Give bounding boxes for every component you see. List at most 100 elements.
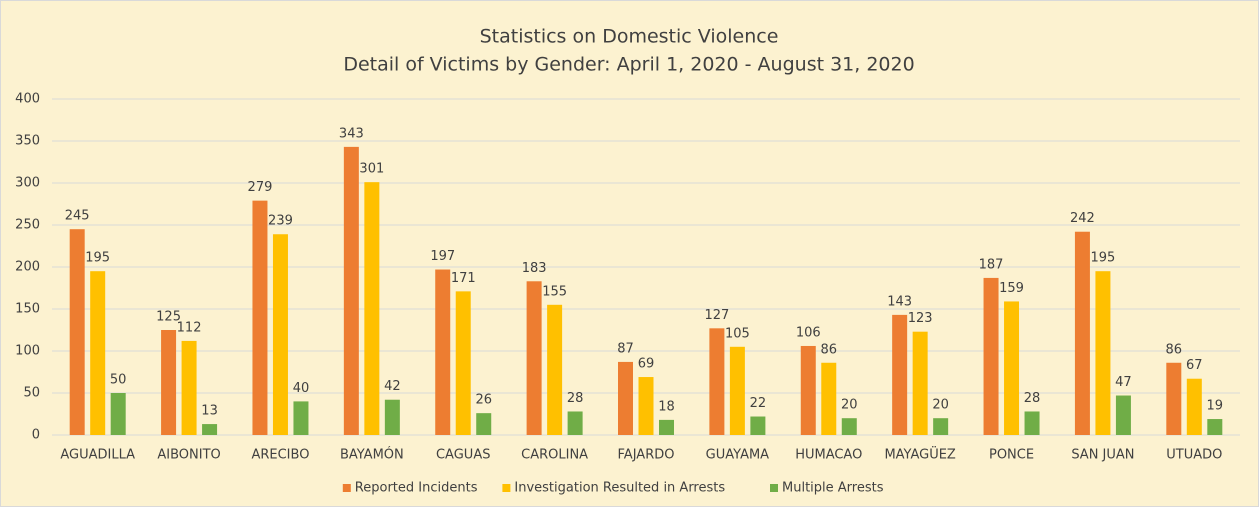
bar xyxy=(69,229,85,435)
bar xyxy=(800,345,816,435)
value-label: 159 xyxy=(999,281,1024,296)
bar xyxy=(202,424,218,435)
x-tick-label: AGUADILLA xyxy=(60,448,135,463)
legend-label: Reported Incidents xyxy=(355,481,478,496)
value-label: 19 xyxy=(1207,399,1224,414)
bar xyxy=(983,277,999,435)
value-label: 69 xyxy=(638,357,655,372)
y-tick-label: 300 xyxy=(15,176,40,191)
legend-label: Multiple Arrests xyxy=(782,481,884,496)
y-tick-label: 200 xyxy=(15,260,40,275)
x-tick-label: ARECIBO xyxy=(251,448,309,463)
value-label: 123 xyxy=(908,311,933,326)
bar xyxy=(821,362,837,435)
value-label: 26 xyxy=(475,393,492,408)
value-label: 279 xyxy=(248,180,273,195)
value-label: 86 xyxy=(1166,342,1183,357)
value-label: 187 xyxy=(979,257,1004,272)
x-tick-label: AIBONITO xyxy=(157,448,220,463)
bar xyxy=(1074,231,1090,435)
bar xyxy=(567,411,583,435)
value-label: 125 xyxy=(156,310,181,325)
bar xyxy=(547,304,563,435)
value-label: 171 xyxy=(451,271,476,286)
bar xyxy=(526,281,542,435)
legend-label: Investigation Resulted in Arrests xyxy=(514,481,725,496)
value-label: 42 xyxy=(384,379,401,394)
value-label: 40 xyxy=(293,381,310,396)
value-label: 105 xyxy=(725,326,750,341)
value-label: 87 xyxy=(617,341,634,356)
value-label: 106 xyxy=(796,325,821,340)
x-tick-label: BAYAMÓN xyxy=(340,447,404,463)
bar xyxy=(1115,395,1131,435)
x-tick-label: CAROLINA xyxy=(521,448,588,463)
value-label: 195 xyxy=(1091,251,1116,266)
value-label: 22 xyxy=(750,396,767,411)
value-label: 47 xyxy=(1115,375,1132,390)
bar xyxy=(364,182,380,435)
value-label: 343 xyxy=(339,126,364,141)
value-label: 18 xyxy=(658,399,675,414)
bar xyxy=(750,416,766,435)
bar xyxy=(729,346,745,435)
value-label: 112 xyxy=(177,320,202,335)
bar xyxy=(1186,378,1202,435)
bar xyxy=(892,314,908,435)
value-label: 245 xyxy=(65,209,90,224)
bar xyxy=(181,340,197,435)
x-tick-label: FAJARDO xyxy=(618,448,675,463)
value-label: 28 xyxy=(567,391,584,406)
value-label: 20 xyxy=(841,398,858,413)
y-tick-label: 0 xyxy=(32,428,40,443)
bar xyxy=(343,146,359,435)
bar xyxy=(933,418,949,435)
bar xyxy=(1004,301,1020,435)
bar xyxy=(1095,271,1111,435)
y-tick-label: 150 xyxy=(15,302,40,317)
bar xyxy=(638,377,654,435)
bar xyxy=(110,393,126,435)
x-tick-label: CAGUAS xyxy=(436,448,490,463)
bar xyxy=(161,330,177,435)
value-label: 13 xyxy=(201,404,218,419)
bar xyxy=(435,269,451,435)
bar xyxy=(293,401,309,435)
bar xyxy=(272,234,288,435)
value-label: 301 xyxy=(359,162,384,177)
y-tick-label: 50 xyxy=(23,386,40,401)
value-label: 143 xyxy=(887,294,912,309)
value-label: 155 xyxy=(542,284,567,299)
legend-swatch xyxy=(502,484,511,492)
bar xyxy=(476,413,492,435)
x-tick-label: GUAYAMA xyxy=(706,448,770,463)
legend-swatch xyxy=(342,484,351,492)
bar xyxy=(841,418,857,435)
value-label: 67 xyxy=(1186,358,1203,373)
chart-subtitle: Detail of Victims by Gender: April 1, 20… xyxy=(343,54,914,76)
value-label: 50 xyxy=(110,373,127,388)
value-label: 183 xyxy=(522,261,547,276)
x-tick-label: PONCE xyxy=(989,448,1034,463)
bar xyxy=(90,271,106,435)
x-tick-label: MAYAGÜEZ xyxy=(884,446,955,463)
y-tick-label: 100 xyxy=(15,344,40,359)
bar xyxy=(1207,419,1223,435)
value-label: 20 xyxy=(932,398,949,413)
bar xyxy=(384,399,400,435)
y-tick-label: 350 xyxy=(15,134,40,149)
value-label: 28 xyxy=(1024,391,1041,406)
bar xyxy=(1166,362,1182,435)
value-label: 86 xyxy=(820,342,837,357)
bar xyxy=(252,200,268,435)
value-label: 195 xyxy=(85,251,110,266)
x-tick-label: SAN JUAN xyxy=(1071,448,1134,463)
value-label: 242 xyxy=(1070,211,1095,226)
bar xyxy=(455,291,471,435)
bar xyxy=(1024,411,1040,435)
value-label: 239 xyxy=(268,214,293,229)
bar xyxy=(709,328,725,435)
x-tick-label: HUMACAO xyxy=(795,448,862,463)
value-label: 197 xyxy=(430,249,455,264)
